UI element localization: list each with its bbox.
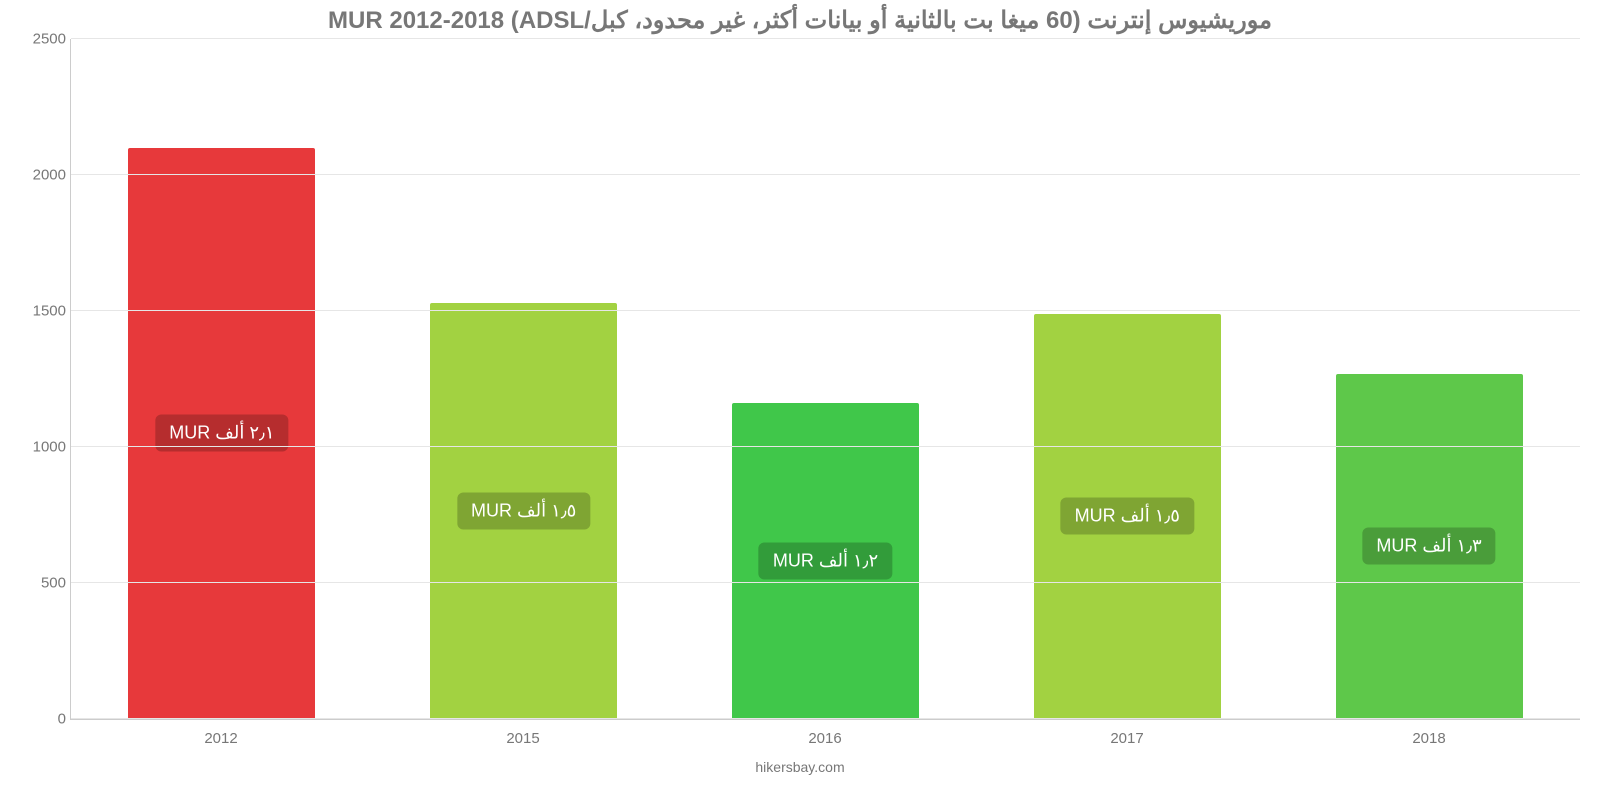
gridline	[71, 446, 1580, 447]
y-tick-label: 0	[16, 711, 66, 728]
x-axis: 20122015201620172018	[70, 719, 1580, 747]
gridline	[71, 718, 1580, 719]
y-tick-label: 500	[16, 575, 66, 592]
chart-caption: hikersbay.com	[10, 747, 1590, 775]
bar-slot: ١٫٥ ألف MUR	[976, 39, 1278, 719]
bars-group: ٢٫١ ألف MUR ١٫٥ ألف MUR ١٫٢ ألف MUR ١٫٥ ألف…	[71, 39, 1580, 719]
bar-value-label: ١٫٣ ألف MUR	[1362, 528, 1495, 565]
gridline	[71, 174, 1580, 175]
bar: ١٫٢ ألف MUR	[732, 403, 919, 719]
bar-slot: ١٫٢ ألف MUR	[675, 39, 977, 719]
bar-value-label: ١٫٥ ألف MUR	[457, 492, 590, 529]
bar-value-label: ١٫٢ ألف MUR	[759, 543, 892, 580]
gridline	[71, 38, 1580, 39]
bar: ١٫٥ ألف MUR	[1034, 314, 1221, 719]
x-tick-label: 2017	[976, 720, 1278, 747]
bar: ١٫٣ ألف MUR	[1336, 374, 1523, 719]
chart-container: موريشيوس إنترنت (60 ميغا بت بالثانية أو …	[0, 0, 1600, 800]
bar-slot: ١٫٣ ألف MUR	[1278, 39, 1580, 719]
y-tick-label: 2500	[16, 31, 66, 48]
y-tick-label: 1500	[16, 303, 66, 320]
gridline	[71, 310, 1580, 311]
plot-area: ٢٫١ ألف MUR ١٫٥ ألف MUR ١٫٢ ألف MUR ١٫٥ ألف…	[70, 39, 1580, 719]
x-tick-label: 2016	[674, 720, 976, 747]
bar-slot: ١٫٥ ألف MUR	[373, 39, 675, 719]
chart-title: موريشيوس إنترنت (60 ميغا بت بالثانية أو …	[10, 0, 1590, 39]
bar: ٢٫١ ألف MUR	[128, 148, 315, 719]
bar-value-label: ١٫٥ ألف MUR	[1061, 498, 1194, 535]
y-tick-label: 1000	[16, 439, 66, 456]
y-tick-label: 2000	[16, 167, 66, 184]
gridline	[71, 582, 1580, 583]
x-tick-label: 2015	[372, 720, 674, 747]
x-tick-label: 2012	[70, 720, 372, 747]
bar-slot: ٢٫١ ألف MUR	[71, 39, 373, 719]
x-tick-label: 2018	[1278, 720, 1580, 747]
bar: ١٫٥ ألف MUR	[430, 303, 617, 719]
